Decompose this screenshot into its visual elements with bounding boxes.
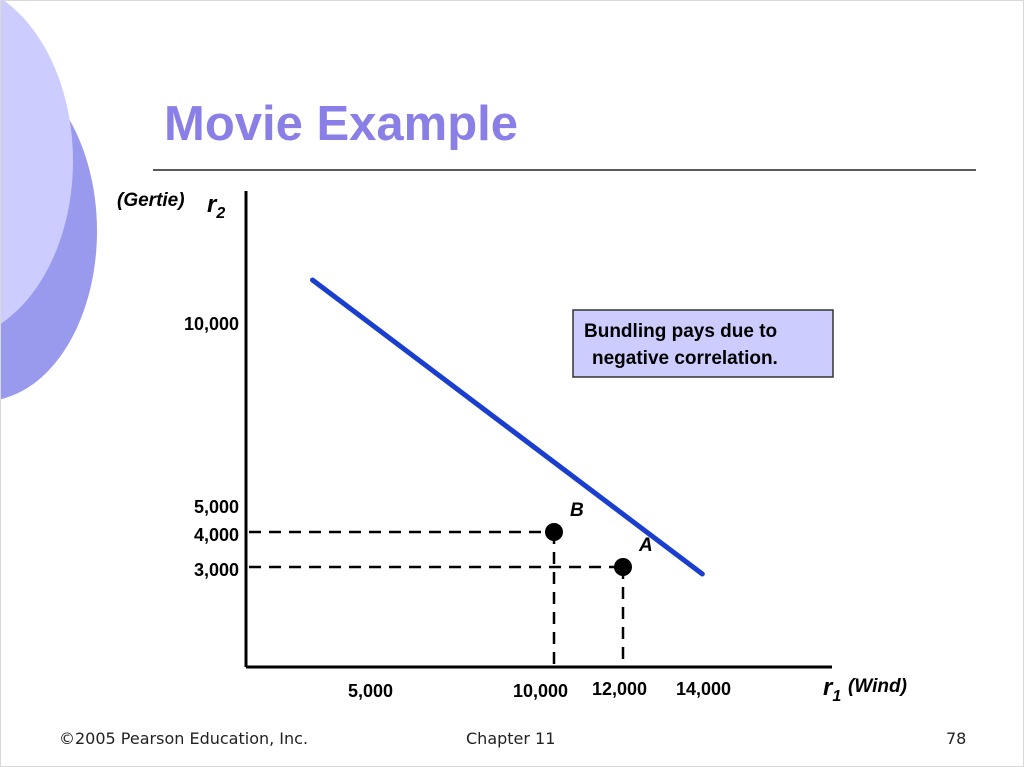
annotation-line: Bundling pays due to (584, 321, 777, 342)
footer-page-number: 78 (946, 729, 967, 748)
slide-title: Movie Example (164, 97, 519, 151)
x-axis-label: r1 (823, 674, 841, 705)
y-tick-label: 3,000 (194, 560, 239, 580)
point-label-b: B (570, 500, 584, 521)
point-label-a: A (638, 535, 653, 556)
x-tick-label: 10,000 (513, 681, 568, 701)
annotation-box (572, 309, 834, 378)
x-axis-owner-label: (Wind) (848, 676, 907, 697)
annotation-line: negative correlation. (592, 348, 778, 369)
x-tick-label: 14,000 (676, 679, 731, 699)
point-b (545, 523, 563, 541)
y-tick-label: 10,000 (184, 314, 239, 334)
point-a (614, 558, 632, 576)
y-axis-owner-label: (Gertie) (117, 190, 185, 211)
x-tick-label: 12,000 (592, 679, 647, 699)
y-tick-label: 4,000 (194, 525, 239, 545)
footer-chapter: Chapter 11 (466, 729, 556, 748)
x-tick-label: 5,000 (348, 681, 393, 701)
footer-copyright: ©2005 Pearson Education, Inc. (59, 729, 309, 748)
title-divider (153, 169, 976, 171)
y-tick-label: 5,000 (194, 497, 239, 517)
series-line (310, 277, 705, 577)
y-axis-label: r2 (207, 191, 225, 222)
